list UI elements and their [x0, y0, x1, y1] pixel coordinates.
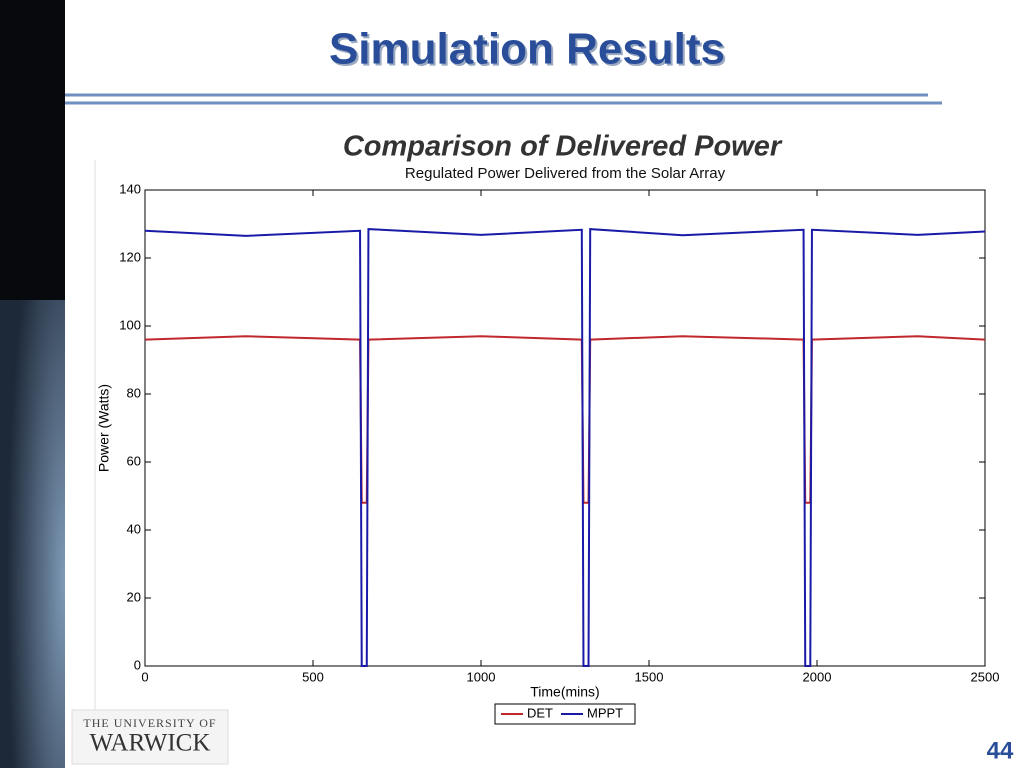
- title-shadow: Simulation Results: [331, 27, 727, 76]
- chart-title: Regulated Power Delivered from the Solar…: [405, 165, 726, 182]
- x-tick-label: 1500: [635, 669, 664, 684]
- x-axis-label: Time(mins): [530, 684, 599, 700]
- x-tick-label: 0: [141, 669, 148, 684]
- logo-box: [71, 709, 229, 765]
- chart: Regulated Power Delivered from the Solar…: [96, 165, 1000, 725]
- y-tick-label: 20: [127, 589, 141, 604]
- legend-label: DET: [527, 705, 553, 720]
- y-tick-label: 140: [119, 181, 141, 196]
- series-line: [144, 228, 986, 667]
- y-axis-label: Power (Watts): [96, 384, 112, 472]
- x-tick-label: 2500: [971, 669, 1000, 684]
- slide-title: Simulation Results: [329, 25, 725, 74]
- logo-text: WARWICK: [90, 730, 211, 757]
- slide-subtitle: Comparison of Delivered Power: [343, 131, 783, 163]
- y-tick-label: 120: [119, 249, 141, 264]
- plot-frame: [144, 189, 986, 667]
- x-tick-label: 2000: [803, 669, 832, 684]
- y-tick-label: 60: [127, 453, 141, 468]
- page-number: 44: [987, 737, 1014, 764]
- logo-text: THE UNIVERSITY OF: [83, 716, 216, 730]
- y-tick-label: 0: [134, 657, 141, 672]
- x-tick-label: 1000: [467, 669, 496, 684]
- x-tick-label: 500: [302, 669, 324, 684]
- y-tick-label: 40: [127, 521, 141, 536]
- legend-label: MPPT: [587, 705, 623, 720]
- y-tick-label: 100: [119, 317, 141, 332]
- moon-image: [0, 300, 65, 768]
- y-tick-label: 80: [127, 385, 141, 400]
